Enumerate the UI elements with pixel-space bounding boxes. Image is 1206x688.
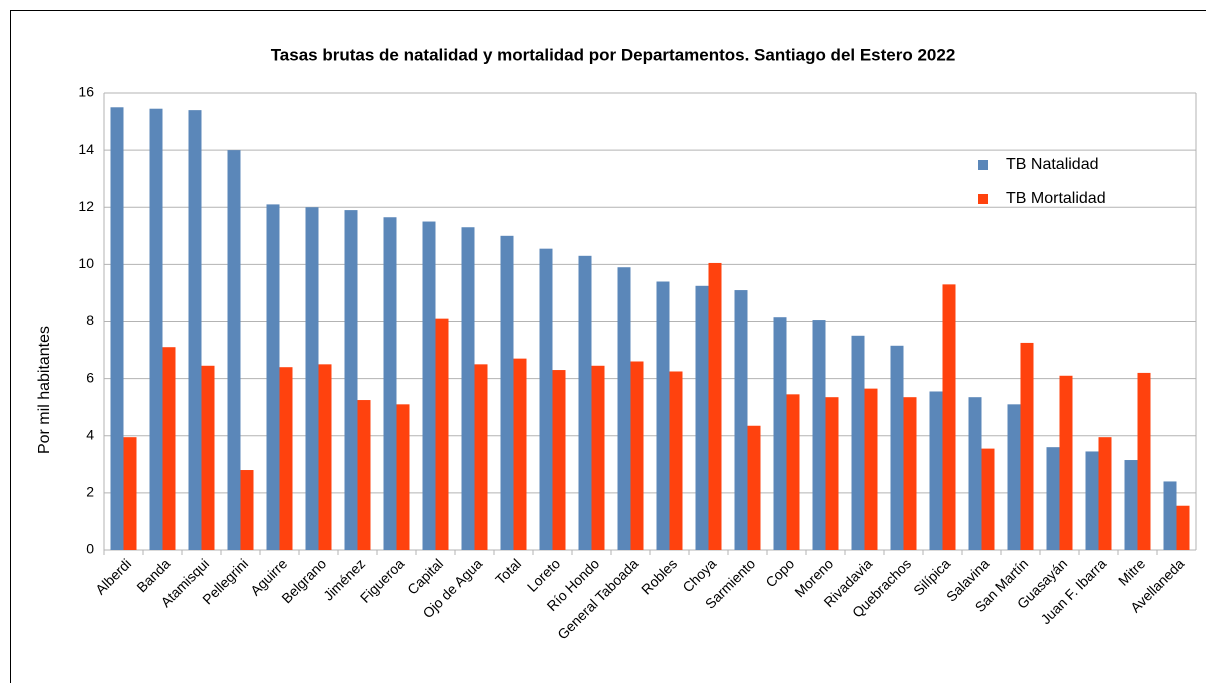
bar [891,346,904,550]
bar [514,359,527,550]
bar [709,263,722,550]
y-tick-label: 14 [78,141,94,157]
legend-swatch [978,194,988,204]
legend-swatch [978,160,988,170]
bar [462,227,475,550]
y-tick-label: 10 [78,255,94,271]
x-tick-label: Total [492,555,524,587]
bar [1060,376,1073,550]
bar [306,207,319,550]
bar [397,404,410,550]
bar [436,319,449,550]
bar [280,367,293,550]
bar [384,217,397,550]
bar [553,370,566,550]
bar [241,470,254,550]
bar [540,249,553,550]
y-tick-label: 16 [78,84,94,100]
bar [319,364,332,550]
bar [943,284,956,550]
y-tick-label: 6 [86,369,94,385]
bar [930,391,943,550]
legend-label: TB Mortalidad [1006,190,1106,207]
bar [1047,447,1060,550]
x-tick-label: Robles [638,555,680,597]
legend-label: TB Natalidad [1006,156,1099,173]
y-tick-label: 8 [86,312,94,328]
bar [228,150,241,550]
x-tick-label: Mitre [1115,555,1148,588]
bar [774,317,787,550]
y-axis-label: Por mil habitantes [36,326,53,454]
bar [202,366,215,550]
bar [267,204,280,550]
bar [618,267,631,550]
y-tick-label: 0 [86,541,94,557]
bar [748,426,761,550]
bar [670,371,683,550]
bar [358,400,371,550]
bar [1021,343,1034,550]
bar [1099,437,1112,550]
chart-title: Tasas brutas de natalidad y mortalidad p… [271,45,956,64]
bar [813,320,826,550]
y-tick-label: 12 [78,198,94,214]
bar [657,282,670,550]
bar [150,109,163,550]
bar [423,222,436,550]
bar [696,286,709,550]
bar [475,364,488,550]
bar [1008,404,1021,550]
bar [735,290,748,550]
bar [787,394,800,550]
bar [1164,481,1177,550]
bar [982,449,995,550]
y-tick-label: 4 [86,426,94,442]
x-tick-label: Alberdi [92,555,134,597]
bar [865,389,878,550]
x-tick-label: Figueroa [357,555,408,606]
bar [163,347,176,550]
bar [852,336,865,550]
bar [579,256,592,550]
bar [501,236,514,550]
bar [969,397,982,550]
bar [592,366,605,550]
bar [826,397,839,550]
bar [1086,451,1099,550]
bar [1138,373,1151,550]
bar [1177,506,1190,550]
y-tick-label: 2 [86,484,94,500]
bar [111,107,124,550]
bar [189,110,202,550]
bar [345,210,358,550]
bar [124,437,137,550]
x-tick-label: Copo [762,555,797,590]
bar [1125,460,1138,550]
bar [904,397,917,550]
bar [631,361,644,550]
